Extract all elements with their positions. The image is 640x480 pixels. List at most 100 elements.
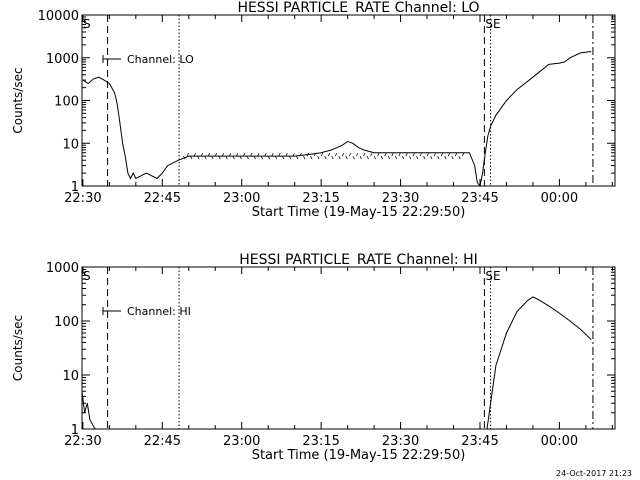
series-noise xyxy=(303,155,306,160)
series-noise xyxy=(359,155,362,160)
x-tick-label: 23:00 xyxy=(223,434,260,449)
series-noise xyxy=(444,155,447,160)
series-noise xyxy=(281,155,285,160)
series-noise xyxy=(440,152,444,157)
y-axis-label: Counts/sec xyxy=(11,67,25,133)
series-noise xyxy=(423,155,426,160)
series-noise xyxy=(461,152,465,157)
y-tick-label: 1 xyxy=(71,180,79,195)
series-noise xyxy=(292,152,295,157)
x-tick-label: 23:15 xyxy=(302,434,339,449)
series-noise xyxy=(236,152,239,157)
x-tick-label: 22:30 xyxy=(64,191,101,206)
series-noise xyxy=(338,155,341,160)
series-noise xyxy=(214,152,218,157)
x-tick-label: 23:45 xyxy=(461,434,498,449)
series-noise xyxy=(447,152,451,157)
series-noise xyxy=(193,152,196,157)
x-tick-label: 00:00 xyxy=(541,191,578,206)
chart-panel-lo: HESSI PARTICLE_RATE Channel: LO Counts/se… xyxy=(11,0,616,220)
series-noise xyxy=(419,152,422,157)
series-noise xyxy=(278,152,281,157)
series-noise xyxy=(306,152,309,157)
series-noise xyxy=(409,155,412,160)
y-tick-label: 10000 xyxy=(38,9,79,24)
series-noise xyxy=(190,155,193,160)
y-tick-label: 10 xyxy=(62,369,79,384)
series-noise xyxy=(260,155,263,160)
series-noise xyxy=(391,152,394,157)
series-noise xyxy=(377,152,380,157)
y-tick-label: 10 xyxy=(62,137,79,152)
series-noise xyxy=(334,152,338,157)
x-tick-label: 23:00 xyxy=(223,191,260,206)
x-tick-label: 22:45 xyxy=(144,434,181,449)
chart-title: HESSI PARTICLE_RATE Channel: LO xyxy=(237,0,479,16)
series-noise xyxy=(370,152,373,157)
series-noise xyxy=(317,155,320,160)
series-noise xyxy=(211,155,214,160)
series-noise xyxy=(296,155,299,160)
series-noise xyxy=(384,152,387,157)
plot-frame xyxy=(81,14,616,187)
series-noise xyxy=(331,155,334,160)
series-noise xyxy=(299,152,302,157)
series-noise xyxy=(310,155,313,160)
series-noise xyxy=(239,155,242,160)
plot-timestamp: 24-Oct-2017 21:23 xyxy=(556,469,632,478)
series-noise xyxy=(271,152,274,157)
plot-frame xyxy=(81,266,616,430)
series-noise xyxy=(401,155,405,160)
series-noise xyxy=(352,155,355,160)
x-tick-label: 23:30 xyxy=(382,434,419,449)
series-noise xyxy=(349,152,352,157)
series-noise xyxy=(320,152,324,157)
y-tick-label: 100 xyxy=(54,95,79,110)
chart-panel-hi: HESSI PARTICLE_RATE Channel: HI Counts/se… xyxy=(11,252,616,463)
series-noise xyxy=(324,155,327,160)
legend-label: Channel: LO xyxy=(127,53,194,66)
x-axis-label: Start Time (19-May-15 22:29:50) xyxy=(252,205,466,220)
chart-title: HESSI PARTICLE_RATE Channel: HI xyxy=(239,252,477,268)
series-line-lo xyxy=(82,51,592,188)
x-tick-label: 23:30 xyxy=(382,191,419,206)
series-noise xyxy=(232,155,235,160)
event-marker-label: S xyxy=(83,269,91,283)
series-noise xyxy=(197,155,200,160)
series-noise xyxy=(433,152,436,157)
series-noise xyxy=(186,152,189,157)
series-noise xyxy=(267,155,271,160)
series-noise xyxy=(243,152,246,157)
series-noise xyxy=(253,155,256,160)
series-noise xyxy=(426,152,429,157)
series-noise xyxy=(430,155,433,160)
series-noise xyxy=(313,152,316,157)
series-noise xyxy=(183,155,186,160)
x-axis-label: Start Time (19-May-15 22:29:50) xyxy=(252,448,466,463)
series-noise xyxy=(204,155,207,160)
event-marker-label: SE xyxy=(485,17,500,31)
series-noise xyxy=(412,152,415,157)
series-line-hi xyxy=(81,296,592,430)
series-noise xyxy=(398,152,401,157)
series-noise xyxy=(373,155,376,160)
x-tick-label: 22:45 xyxy=(144,191,181,206)
y-tick-label: 1 xyxy=(71,423,79,438)
event-marker-label: SE xyxy=(485,269,500,283)
x-tick-label: 23:45 xyxy=(461,191,498,206)
y-tick-label: 100 xyxy=(54,315,79,330)
y-tick-label: 1000 xyxy=(46,52,79,67)
series-noise xyxy=(366,155,369,160)
series-noise xyxy=(225,155,228,160)
series-noise xyxy=(327,152,331,157)
series-noise xyxy=(394,155,398,160)
series-noise xyxy=(221,152,225,157)
series-noise xyxy=(246,155,249,160)
series-noise xyxy=(405,152,408,157)
x-tick-label: 22:30 xyxy=(64,434,101,449)
series-noise xyxy=(416,155,419,160)
event-marker-label: S xyxy=(83,17,91,31)
series-noise xyxy=(437,155,440,160)
legend-label: Channel: HI xyxy=(127,305,191,318)
